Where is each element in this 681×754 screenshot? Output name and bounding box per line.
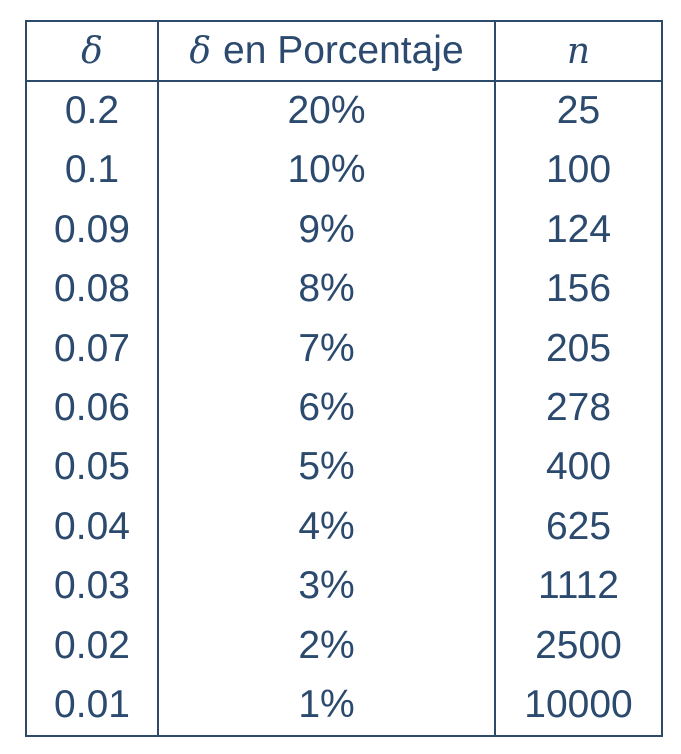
cell-percent: 6% <box>298 386 355 429</box>
header-delta-percent: δ en Porcentaje <box>159 22 494 80</box>
cell-delta: 0.01 <box>54 683 130 726</box>
cell-percent: 20% <box>287 89 366 132</box>
cell-delta: 0.2 <box>64 89 120 132</box>
cell-delta: 0.1 <box>64 148 120 191</box>
cell-delta: 0.03 <box>54 564 130 607</box>
delta-symbol: δ <box>81 30 103 72</box>
cell-delta: 0.09 <box>54 208 130 251</box>
cell-n: 278 <box>545 386 612 429</box>
cell-n: 1112 <box>538 564 619 607</box>
cell-delta: 0.07 <box>54 327 130 370</box>
cell-n: 156 <box>545 267 612 310</box>
cell-percent: 4% <box>298 505 355 548</box>
cell-percent: 1% <box>298 683 355 726</box>
n-symbol: n <box>566 30 591 72</box>
cell-n: 2500 <box>535 624 622 667</box>
cell-percent: 5% <box>298 445 355 488</box>
cell-n: 10000 <box>524 683 633 726</box>
column-divider <box>157 20 159 737</box>
cell-percent: 8% <box>298 267 355 310</box>
cell-percent: 2% <box>298 624 355 667</box>
header-delta: δ <box>27 22 157 80</box>
cell-n: 625 <box>545 505 612 548</box>
column-divider <box>494 20 496 737</box>
cell-delta: 0.08 <box>54 267 130 310</box>
cell-n: 400 <box>545 445 612 488</box>
cell-delta: 0.02 <box>54 624 130 667</box>
header-n: n <box>496 22 661 80</box>
header-text: en Porcentaje <box>223 29 464 72</box>
cell-percent: 9% <box>298 208 355 251</box>
cell-delta: 0.05 <box>54 445 130 488</box>
cell-n: 124 <box>545 208 612 251</box>
cell-n: 25 <box>556 89 601 132</box>
cell-percent: 3% <box>298 564 355 607</box>
delta-symbol: δ <box>189 30 211 72</box>
cell-n: 205 <box>545 327 612 370</box>
cell-n: 100 <box>545 148 612 191</box>
header-divider <box>25 80 663 82</box>
table-border <box>25 20 663 737</box>
cell-percent: 7% <box>298 327 355 370</box>
cell-delta: 0.06 <box>54 386 130 429</box>
cell-delta: 0.04 <box>54 505 130 548</box>
cell-percent: 10% <box>287 148 366 191</box>
